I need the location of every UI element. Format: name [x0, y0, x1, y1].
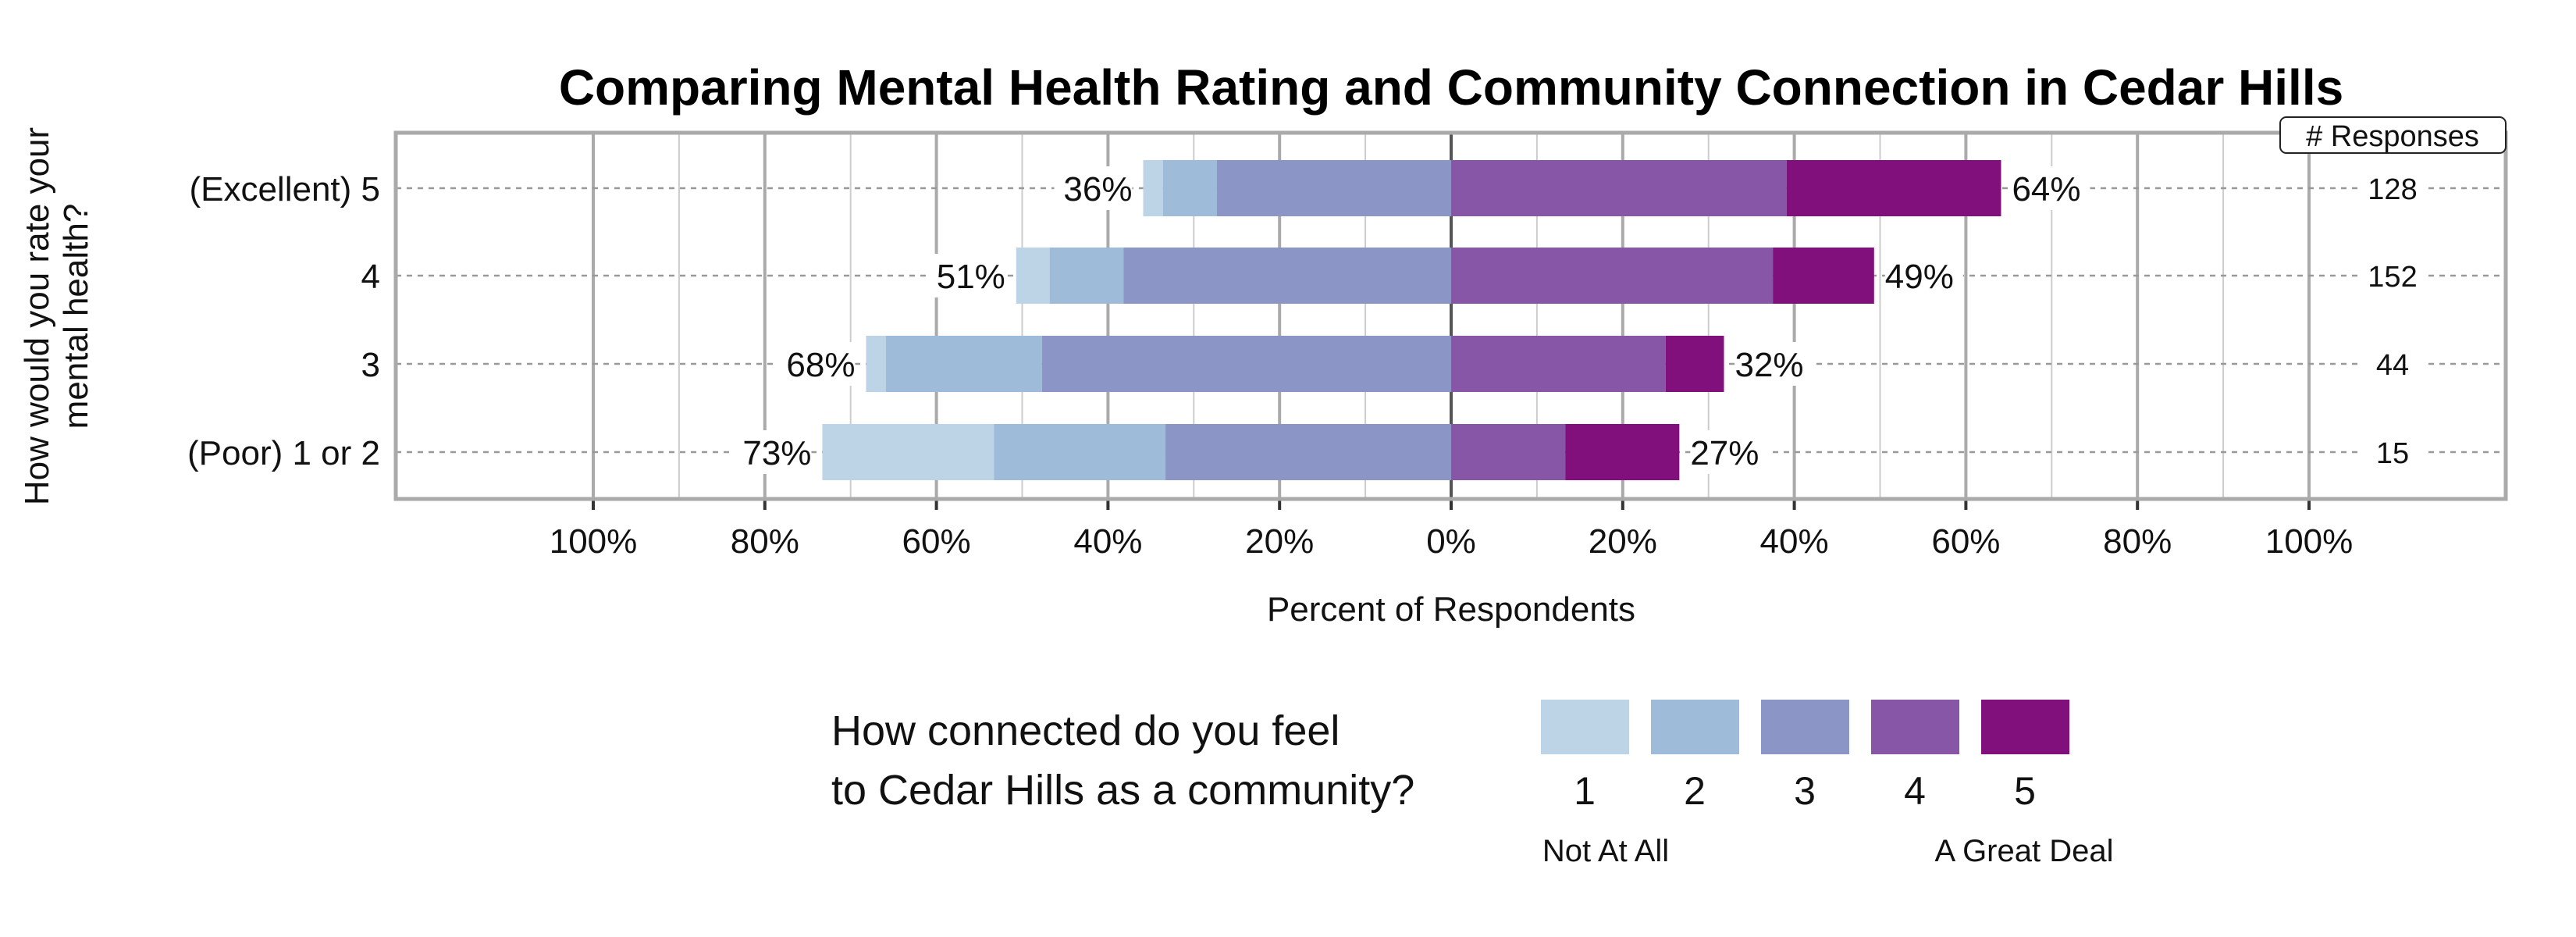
label-bg — [2357, 433, 2428, 471]
y-tick-label: (Excellent) 5 — [189, 170, 380, 208]
legend-low-label: Not At All — [1542, 834, 1669, 868]
legend-swatch-2 — [1651, 700, 1739, 754]
positive-total-label: 27% — [1690, 434, 1759, 472]
legend-swatch-1 — [1541, 700, 1629, 754]
legend-title-line-2: to Cedar Hills as a community? — [831, 767, 1414, 814]
legend-title-line-1: How connected do you feel — [831, 707, 1340, 754]
positive-total-label: 64% — [2012, 170, 2080, 208]
bar-segment-3 — [1041, 336, 1451, 392]
y-tick-label: 3 — [361, 346, 380, 384]
bar-segment-4 — [1451, 424, 1566, 480]
legend-high-label: A Great Deal — [1934, 834, 2113, 868]
legend-swatch-4 — [1871, 700, 1959, 754]
responses-count: 15 — [2376, 437, 2409, 470]
bar-segment-3 — [1165, 424, 1451, 480]
x-tick-label: 20% — [1589, 522, 1657, 561]
bar-segment-2 — [885, 336, 1042, 392]
label-bg — [777, 342, 856, 386]
bar-segment-1 — [1016, 248, 1050, 304]
bar-segment-5 — [1773, 248, 1874, 304]
x-tick-label: 60% — [1931, 522, 2000, 561]
legend-label-2: 2 — [1684, 769, 1706, 813]
responses-count: 44 — [2376, 349, 2409, 382]
positive-total-label: 49% — [1885, 258, 1954, 296]
bars — [822, 160, 2001, 480]
x-tick-label: 40% — [1073, 522, 1142, 561]
bar-segment-2 — [1162, 160, 1217, 216]
y-axis-title-line-1: How would you rate your — [18, 127, 56, 505]
bar-segment-3 — [1216, 160, 1451, 216]
bar-segment-5 — [1565, 424, 1680, 480]
label-bg — [2357, 345, 2428, 383]
x-axis-title: Percent of Respondents — [1267, 590, 1635, 629]
label-bg — [733, 430, 812, 474]
legend-label-1: 1 — [1574, 769, 1596, 813]
bar-segment-5 — [1665, 336, 1724, 392]
x-tick-label: 40% — [1760, 522, 1829, 561]
label-bg — [927, 254, 1005, 297]
label-bg — [1054, 166, 1133, 210]
bar-segment-4 — [1451, 160, 1787, 216]
bar-segment-1 — [822, 424, 994, 480]
y-tick-label: 4 — [361, 258, 380, 296]
label-bg — [1884, 254, 1963, 297]
bar-segment-4 — [1451, 336, 1666, 392]
bar-segment-3 — [1123, 248, 1451, 304]
y-tick-label: (Poor) 1 or 2 — [187, 434, 380, 472]
x-tick-label: 20% — [1245, 522, 1314, 561]
legend-label-4: 4 — [1904, 769, 1926, 813]
legend-swatch-3 — [1761, 700, 1849, 754]
y-axis-title-line-2: mental health? — [57, 204, 95, 429]
labels: 36% 64% 128 (Excellent) 5 51% 49% 152 4 68% 32% 44… — [187, 166, 2428, 474]
legend: How connected do you feel to Cedar Hills… — [831, 700, 2114, 868]
negative-total-label: 51% — [937, 258, 1005, 296]
plot-frame — [393, 130, 2508, 501]
chart-title: Comparing Mental Health Rating and Commu… — [559, 59, 2343, 116]
y-axis-title: How would you rate your mental health? — [18, 127, 95, 505]
responses-count: 152 — [2368, 261, 2417, 294]
bar-segment-4 — [1451, 248, 1774, 304]
x-tick-label: 80% — [731, 522, 799, 561]
label-bg — [2012, 166, 2090, 210]
bar-segment-5 — [1786, 160, 2001, 216]
x-tick-label: 100% — [550, 522, 638, 561]
label-bg — [1735, 342, 1813, 386]
label-bg — [2357, 257, 2428, 294]
legend-label-3: 3 — [1794, 769, 1816, 813]
x-tick-label: 0% — [1426, 522, 1476, 561]
legend-swatch-5 — [1981, 700, 2069, 754]
x-tick-label: 80% — [2103, 522, 2172, 561]
responses-header-text: # Responses — [2306, 120, 2479, 153]
x-tick-label: 60% — [902, 522, 971, 561]
negative-total-label: 36% — [1063, 170, 1132, 208]
bar-segment-1 — [1143, 160, 1163, 216]
bar-segment-1 — [866, 336, 886, 392]
responses-count: 128 — [2368, 173, 2417, 206]
label-bg — [1690, 430, 1769, 474]
bar-segment-2 — [994, 424, 1166, 480]
positive-total-label: 32% — [1735, 346, 1803, 384]
label-bg — [2357, 169, 2428, 207]
negative-total-label: 68% — [786, 346, 855, 384]
x-tick-label: 100% — [2265, 522, 2354, 561]
negative-total-label: 73% — [742, 434, 811, 472]
responses-header: # Responses — [2279, 116, 2507, 154]
bar-segment-2 — [1049, 248, 1124, 304]
legend-label-5: 5 — [2014, 769, 2036, 813]
